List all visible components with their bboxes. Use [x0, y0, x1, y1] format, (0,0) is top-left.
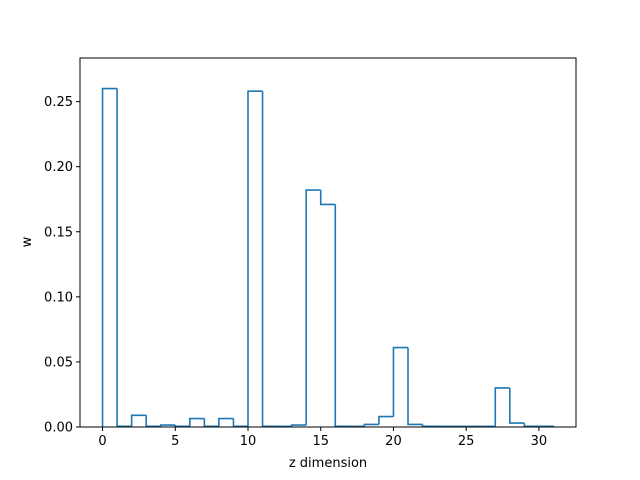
histogram-bin	[407, 347, 423, 426]
plot-area	[79, 57, 577, 428]
y-tick-label: 0.15	[44, 225, 73, 240]
y-axis: 0.00 0.05 0.10 0.15 0.20 0.25	[44, 95, 80, 436]
histogram-bin	[494, 387, 510, 427]
histogram-bin	[159, 424, 176, 427]
histogram-bin	[189, 417, 205, 427]
histogram-bin	[305, 189, 321, 426]
histogram-bin	[174, 425, 190, 428]
plot-frame	[79, 57, 577, 428]
x-tick-label: 30	[531, 434, 548, 449]
histogram-bin	[261, 91, 278, 428]
histogram-bin	[319, 190, 336, 206]
histogram-bin	[290, 424, 307, 427]
histogram-bin	[247, 90, 263, 427]
histogram-bin	[523, 423, 539, 428]
y-axis-label: w	[20, 236, 35, 247]
y-tick-label: 0.25	[44, 95, 73, 110]
histogram-bin	[145, 415, 161, 428]
x-tick-label: 15	[312, 434, 329, 449]
histogram-bin	[378, 415, 394, 425]
histogram-bin	[392, 346, 408, 417]
histogram-bin	[101, 87, 118, 427]
x-axis: 0 5 10 15 20 25 30	[98, 427, 547, 449]
x-tick-label: 20	[385, 434, 402, 449]
x-tick-label: 5	[171, 434, 179, 449]
histogram-bin	[232, 418, 248, 428]
x-tick-label: 0	[98, 434, 106, 449]
y-tick-label: 0.05	[44, 355, 73, 370]
y-tick-label: 0.20	[44, 160, 73, 175]
histogram-bin	[334, 204, 350, 428]
histogram-bin	[421, 424, 438, 428]
histogram-bin	[116, 88, 132, 428]
x-tick-label: 25	[458, 434, 475, 449]
histogram-bin	[130, 414, 147, 427]
x-tick-label: 10	[240, 434, 257, 449]
y-tick-label: 0.00	[44, 421, 73, 436]
histogram-bin	[509, 387, 525, 424]
histogram-bin	[218, 417, 234, 427]
histogram-bin	[203, 418, 219, 428]
y-tick-label: 0.10	[44, 290, 73, 305]
histogram-bin	[363, 423, 379, 427]
x-axis-label: z dimension	[289, 456, 367, 471]
